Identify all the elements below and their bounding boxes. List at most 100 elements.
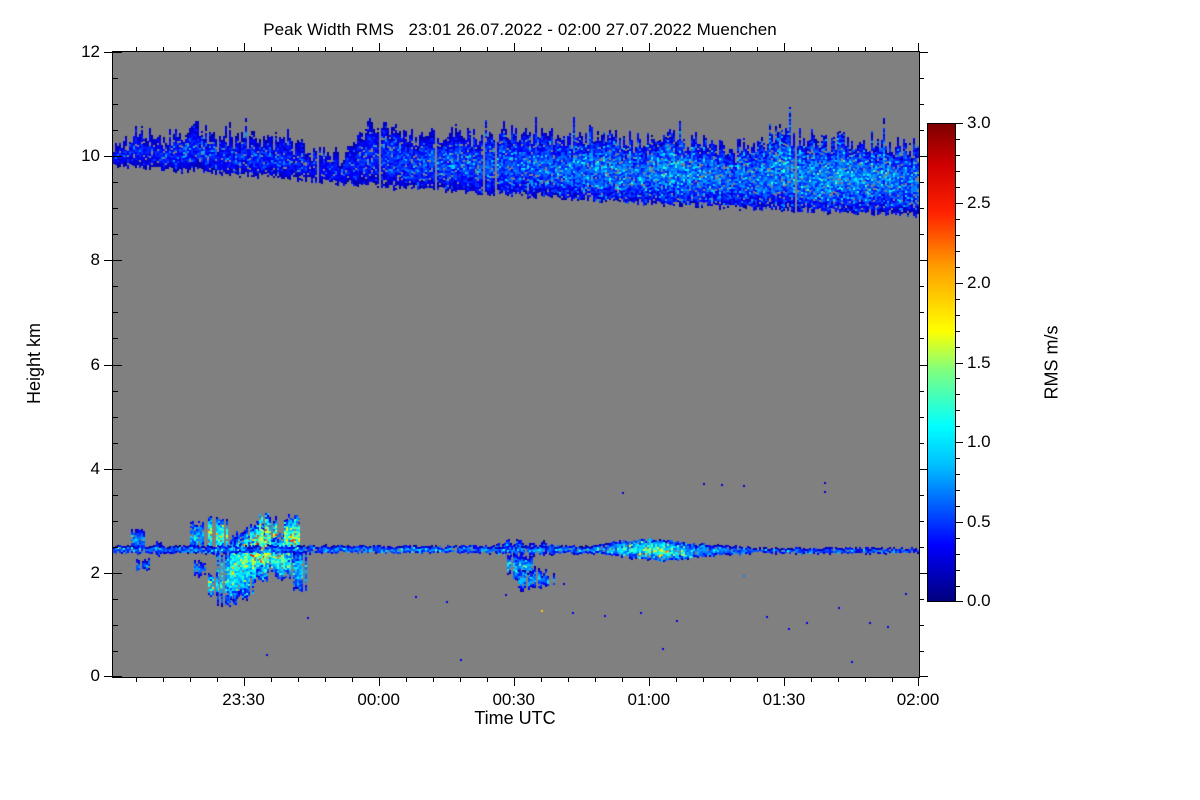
colorbar-title-label: RMS m/s — [1041, 325, 1062, 400]
colorbar-tick-minor — [956, 554, 960, 556]
x-tick-major — [783, 677, 785, 686]
x-tick-minor-top — [405, 47, 407, 52]
y-tick-minor-right — [919, 208, 924, 210]
y-tick-major-inner — [113, 156, 122, 158]
colorbar-tick-minor — [956, 138, 960, 140]
colorbar-tick-minor — [956, 330, 960, 332]
colorbar-tick-minor — [956, 570, 960, 572]
colorbar[interactable]: 0.0 0.5 1.0 1.5 2.0 2.5 3.0 — [927, 113, 991, 610]
colorbar-title: RMS m/s — [1040, 123, 1064, 602]
x-tick-minor — [297, 677, 299, 682]
y-tick-major — [104, 468, 113, 470]
colorbar-tick-minor — [956, 506, 960, 508]
x-tick-major — [378, 677, 380, 686]
x-tick-minor-top — [135, 47, 137, 52]
y-tick-minor-right — [919, 598, 924, 600]
colorbar-tick-major — [956, 442, 963, 444]
colorbar-tick-minor — [956, 234, 960, 236]
y-tick-major — [104, 260, 113, 262]
y-tick-minor — [113, 208, 118, 210]
x-tick-minor-top — [351, 47, 353, 52]
colorbar-tick-minor — [956, 378, 960, 380]
x-tick-minor — [729, 677, 731, 682]
x-tick-minor — [351, 677, 353, 682]
y-tick-minor-right — [919, 416, 924, 418]
colorbar-tick-minor — [956, 538, 960, 540]
colorbar-tick-label: 3.0 — [967, 113, 991, 132]
colorbar-tick-minor — [956, 154, 960, 156]
x-tick-label: 23:30 — [222, 690, 265, 709]
x-tick-label: 02:00 — [896, 690, 940, 709]
y-tick-minor — [113, 182, 118, 184]
y-tick-major-inner — [113, 52, 122, 53]
y-tick-major-inner — [113, 468, 122, 470]
x-tick-minor-top — [702, 47, 704, 52]
colorbar-tick-minor — [956, 170, 960, 172]
x-tick-minor — [837, 677, 839, 682]
colorbar-tick-minor — [956, 474, 960, 476]
y-tick-minor-right — [919, 130, 924, 132]
x-tick-minor-top — [594, 47, 596, 52]
colorbar-tick-major — [956, 522, 963, 524]
colorbar-tick-minor — [956, 266, 960, 268]
y-tick-minor-right — [919, 546, 924, 548]
y-axis-title: Height km — [24, 51, 46, 676]
x-tick-minor — [567, 677, 569, 682]
y-tick-major — [104, 156, 113, 158]
colorbar-tick-major — [956, 202, 963, 204]
y-tick-minor — [113, 624, 118, 626]
x-tick-major-top — [918, 43, 919, 52]
x-tick-label: 01:00 — [627, 690, 671, 709]
y-tick-major-inner — [113, 364, 122, 366]
colorbar-tick-label: 1.0 — [967, 432, 991, 452]
colorbar-tick-major — [956, 282, 963, 284]
colorbar-tick-major — [956, 123, 963, 124]
x-tick-minor-top — [810, 47, 812, 52]
x-tick-label: 00:30 — [492, 690, 536, 709]
x-tick-minor-top — [675, 47, 677, 52]
colorbar-tick-label: 0.0 — [967, 591, 991, 610]
colorbar-tick-label: 2.0 — [967, 272, 991, 292]
x-tick-minor — [270, 677, 272, 682]
y-tick-major — [104, 52, 113, 53]
colorbar-tick-minor — [956, 426, 960, 428]
x-tick-minor-top — [891, 47, 893, 52]
x-tick-minor — [486, 677, 488, 682]
y-tick-major-right — [919, 572, 928, 574]
y-tick-minor — [113, 546, 118, 548]
colorbar-tick-minor — [956, 394, 960, 396]
x-tick-minor — [621, 677, 623, 682]
y-tick-minor — [113, 416, 118, 418]
y-tick-label: 0 — [90, 666, 100, 685]
y-tick-major — [104, 676, 113, 677]
x-tick-minor-top — [270, 47, 272, 52]
x-tick-major — [648, 677, 650, 686]
x-tick-major-top — [243, 43, 245, 52]
colorbar-tick-major — [956, 362, 963, 364]
y-tick-label: 6 — [90, 354, 100, 374]
y-tick-minor-right — [919, 78, 924, 80]
x-tick-major — [513, 677, 515, 686]
x-tick-minor-top — [459, 47, 461, 52]
y-tick-minor — [113, 78, 118, 80]
y-tick-minor-right — [919, 104, 924, 106]
x-tick-minor — [324, 677, 326, 682]
y-tick-minor — [113, 312, 118, 314]
y-tick-major-right — [919, 156, 928, 158]
y-tick-label: 8 — [90, 250, 100, 270]
x-tick-minor-top — [162, 47, 164, 52]
x-tick-major-top — [648, 43, 650, 52]
colorbar-tick-minor — [956, 346, 960, 348]
x-tick-minor — [405, 677, 407, 682]
x-tick-minor-top — [297, 47, 299, 52]
x-tick-minor — [540, 677, 542, 682]
x-tick-minor-top — [324, 47, 326, 52]
x-tick-label: 00:00 — [357, 690, 400, 709]
y-tick-label: 10 — [81, 146, 100, 166]
x-tick-minor-top — [837, 47, 839, 52]
y-tick-major — [104, 572, 113, 574]
plot-area[interactable]: 0 2 4 6 8 10 12 23:30 00:00 00:30 01:00 01:30 02:00 — [81, 42, 939, 709]
x-tick-minor — [432, 677, 434, 682]
colorbar-tick-minor — [956, 586, 960, 588]
